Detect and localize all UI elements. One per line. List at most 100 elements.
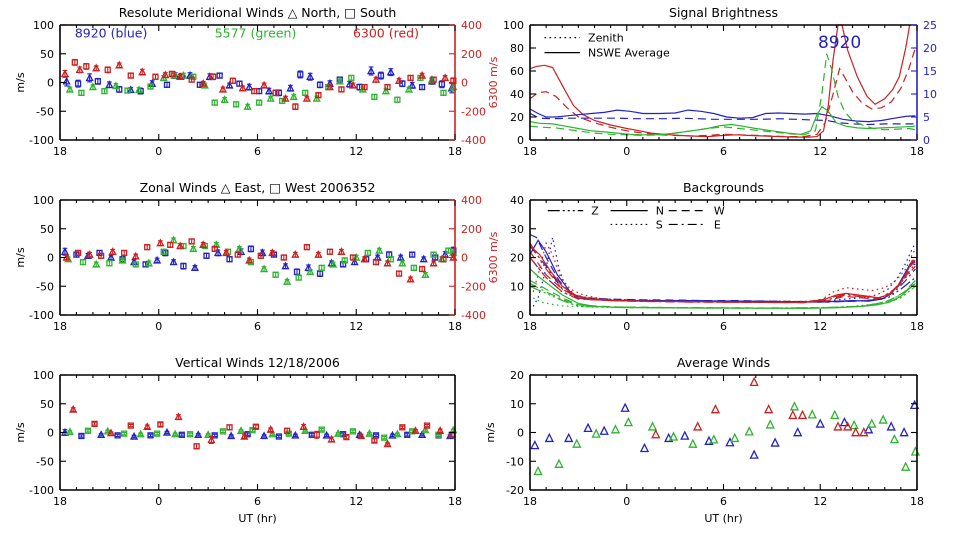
triangle-marker (680, 430, 690, 440)
panel-title: Average Winds (677, 355, 770, 370)
y-tick-label: -50 (36, 455, 54, 468)
square-marker (124, 87, 131, 94)
triangle-marker (335, 76, 344, 85)
triangle-marker (833, 421, 843, 431)
square-marker (297, 71, 304, 78)
triangle-marker (227, 431, 236, 440)
triangle-marker (204, 430, 213, 439)
triangle-marker (301, 426, 310, 434)
legend-label: Zenith (588, 32, 624, 45)
square-marker (302, 89, 309, 96)
square-marker (152, 73, 159, 80)
square-marker (84, 427, 92, 434)
square-marker (121, 430, 128, 437)
square-marker (168, 70, 176, 78)
x-tick-label: 18 (448, 495, 462, 508)
triangle-marker (408, 80, 417, 89)
triangle-marker (118, 255, 127, 264)
triangle-marker (236, 426, 246, 434)
triangle-marker (176, 72, 185, 80)
legend-label: Z (591, 205, 599, 218)
triangle-marker (144, 258, 153, 267)
square-marker (292, 103, 299, 110)
y-tick-label: 40 (510, 88, 524, 101)
triangle-marker (418, 430, 427, 439)
series-backgrounds-z-blue (529, 257, 916, 303)
line-dashed (529, 53, 916, 137)
triangle-marker (189, 244, 198, 253)
y-tick-label: -20 (506, 484, 524, 497)
y-tick-label: 50 (40, 48, 54, 61)
square-marker (121, 249, 128, 257)
triangle-marker (383, 439, 392, 448)
triangle-marker (357, 431, 366, 440)
triangle-marker (306, 72, 315, 80)
triangle-marker (260, 80, 269, 89)
series-meridional-winds-6300 (60, 58, 457, 111)
square-marker (372, 258, 380, 266)
triangle-marker (176, 241, 185, 250)
line-solid (529, 105, 916, 136)
square-marker (226, 256, 233, 263)
y-axis-label: m/s (14, 72, 27, 92)
square-marker (349, 254, 357, 261)
square-marker (364, 249, 371, 257)
line-dotted (532, 241, 916, 303)
line-dashdot (529, 245, 916, 303)
triangle-marker (169, 257, 178, 266)
square-marker (162, 249, 169, 257)
square-marker (170, 72, 177, 79)
square-marker (132, 261, 139, 268)
square-marker (71, 59, 78, 66)
series-meridional-winds-8920 (62, 66, 456, 97)
y-tick-label: 0 (517, 309, 524, 322)
panel-title: Signal Brightness (669, 5, 778, 20)
y-tick-label: 100 (33, 194, 54, 207)
line-solid (529, 245, 916, 303)
x-tick-label: 0 (155, 145, 162, 158)
triangle-marker (106, 252, 116, 261)
square-marker (196, 81, 204, 88)
square-marker (209, 73, 217, 80)
right-axis-label: 6300 m/s (487, 231, 500, 283)
triangle-marker (106, 428, 116, 437)
square-marker (275, 433, 283, 440)
triangle-marker (730, 432, 740, 443)
triangle-marker (169, 235, 178, 244)
triangle-marker (348, 80, 358, 89)
triangle-marker (350, 257, 359, 266)
square-marker (430, 251, 437, 258)
square-marker (407, 74, 414, 82)
triangle-marker (207, 435, 216, 444)
x-tick-label: 0 (623, 320, 630, 333)
square-marker (94, 78, 102, 85)
panel-zonal-winds: 18 0 6 12 18-100-50050100-400-20002004006300… (14, 180, 500, 333)
triangle-marker (688, 438, 698, 448)
triangle-marker (404, 84, 413, 93)
triangle-marker (910, 446, 921, 456)
series-vertical-winds-8920 (60, 427, 455, 440)
triangle-marker (744, 426, 754, 436)
series-backgrounds-w-green (529, 279, 916, 309)
triangle-marker (411, 426, 420, 434)
y-tick-label: 50 (40, 398, 54, 411)
square-marker (186, 431, 194, 438)
triangle-marker (851, 427, 861, 437)
triangle-marker (60, 247, 70, 255)
triangle-marker (60, 69, 70, 78)
square-marker (127, 422, 134, 429)
triangle-marker (245, 255, 254, 264)
square-marker (394, 96, 401, 103)
square-marker (315, 92, 322, 99)
series-backgrounds-e-blue (529, 245, 916, 303)
square-marker (229, 77, 236, 84)
right-tick-label: 20 (923, 42, 937, 55)
triangle-marker (421, 425, 430, 434)
triangle-marker (599, 425, 609, 435)
square-marker (226, 424, 233, 431)
series-backgrounds-w-blue (529, 233, 916, 303)
square-marker (339, 261, 347, 268)
triangle-marker (533, 465, 543, 476)
y-axis-label: m/s (14, 247, 27, 267)
triangle-marker (97, 430, 106, 439)
